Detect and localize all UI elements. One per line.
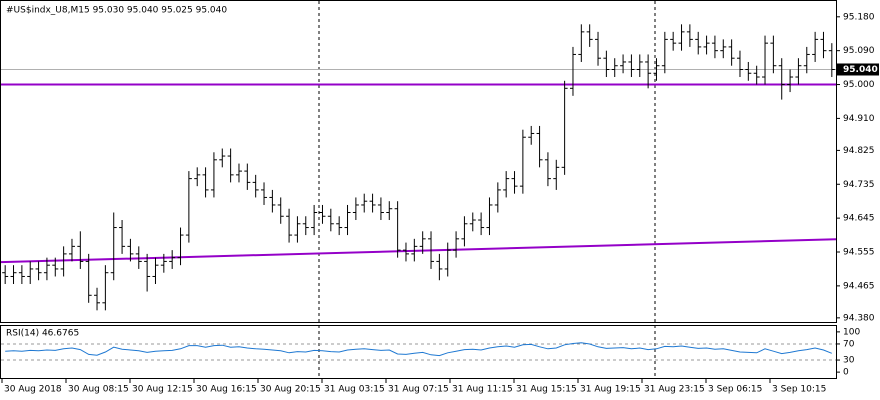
x-tick-label: 3 Sep 10:15 xyxy=(772,385,826,395)
x-tick-label: 30 Aug 16:15 xyxy=(196,385,257,395)
rsi-tick-label: 30 xyxy=(843,356,855,366)
y-tick-label: 94.825 xyxy=(843,146,875,156)
y-tick-label: 94.380 xyxy=(843,313,875,323)
x-tick-label: 30 Aug 20:15 xyxy=(260,385,321,395)
y-tick-label: 95.090 xyxy=(843,46,875,56)
last-price-box xyxy=(837,63,879,76)
last-price-label: 95.040 xyxy=(843,65,878,75)
rsi-tick-label: 100 xyxy=(843,327,860,337)
y-tick-label: 94.735 xyxy=(843,180,875,190)
x-tick-label: 31 Aug 19:15 xyxy=(580,385,641,395)
x-tick-label: 31 Aug 15:15 xyxy=(516,385,577,395)
x-tick-label: 31 Aug 11:15 xyxy=(452,385,513,395)
rsi-line xyxy=(5,342,832,357)
chart-title: #US$indx_U8,M15 95.030 95.040 95.025 95.… xyxy=(6,6,227,16)
x-tick-label: 30 Aug 12:15 xyxy=(132,385,193,395)
y-tick-label: 94.910 xyxy=(843,114,875,124)
x-tick-label: 3 Sep 06:15 xyxy=(708,385,762,395)
rsi-panel xyxy=(0,325,837,379)
y-tick-label: 95.000 xyxy=(843,80,875,90)
y-tick-label: 94.645 xyxy=(843,214,875,224)
trendline xyxy=(0,238,837,264)
rsi-title: RSI(14) 46.6765 xyxy=(6,329,79,339)
x-tick-label: 30 Aug 08:15 xyxy=(68,385,129,395)
x-tick-label: 31 Aug 03:15 xyxy=(324,385,385,395)
y-tick-label: 95.180 xyxy=(843,12,875,22)
x-tick-label: 31 Aug 23:15 xyxy=(644,385,705,395)
rsi-tick-label: 0 xyxy=(843,368,849,378)
y-tick-label: 94.465 xyxy=(843,281,875,291)
x-tick-label: 31 Aug 07:15 xyxy=(388,385,449,395)
x-tick-label: 30 Aug 2018 xyxy=(4,385,62,395)
main-panel xyxy=(0,0,837,323)
rsi-tick-label: 70 xyxy=(843,339,855,349)
y-tick-label: 94.555 xyxy=(843,248,875,258)
